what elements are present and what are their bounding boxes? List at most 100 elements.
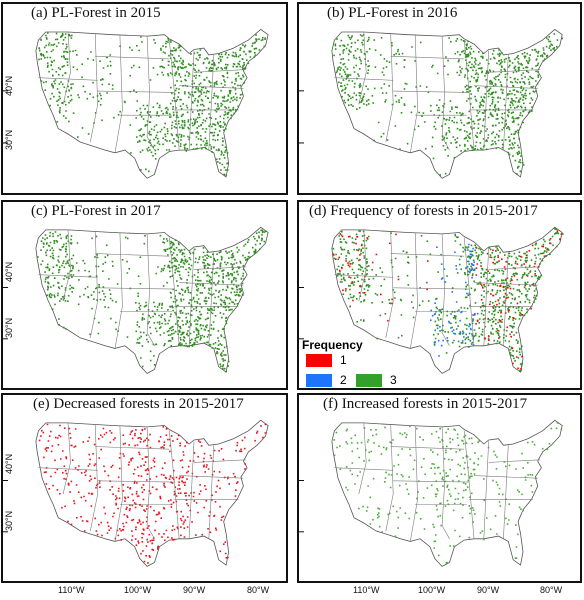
state-border bbox=[390, 446, 465, 450]
state-border bbox=[193, 459, 246, 463]
state-border bbox=[393, 480, 470, 483]
forest-cells bbox=[37, 229, 267, 373]
panel-e: (e) Decreased forests in 2015-2017 bbox=[1, 393, 288, 583]
panel-c: (c) PL-Forest in 2017 bbox=[1, 200, 288, 390]
state-border bbox=[90, 231, 99, 338]
us-outline bbox=[331, 419, 563, 567]
panel-title: (d) Frequency of forests in 2015-2017 bbox=[309, 203, 538, 219]
state-border bbox=[179, 475, 244, 479]
state-border bbox=[179, 282, 244, 286]
panel-title: (b) PL-Forest in 2016 bbox=[327, 5, 458, 21]
legend-title: Frequency bbox=[302, 338, 363, 352]
state-border bbox=[334, 274, 394, 278]
state-border bbox=[358, 229, 367, 302]
state-border bbox=[358, 422, 367, 495]
lon-label-90-f: 90°W bbox=[477, 585, 500, 595]
frequency-cells bbox=[332, 228, 564, 372]
lon-label-100-f: 100°W bbox=[418, 585, 446, 595]
panel-f: (f) Increased forests in 2015-2017 bbox=[297, 393, 582, 583]
map-e bbox=[3, 419, 269, 567]
state-border bbox=[334, 467, 394, 471]
map-a bbox=[3, 28, 269, 179]
state-border bbox=[393, 287, 470, 290]
state-border bbox=[473, 282, 538, 286]
state-border bbox=[97, 480, 175, 483]
forest-cells bbox=[38, 32, 266, 176]
state-border bbox=[188, 50, 195, 151]
panel-a: (a) PL-Forest in 2015 bbox=[1, 2, 288, 195]
panel-b: (b) PL-Forest in 2016 bbox=[297, 2, 582, 195]
panel-title: (e) Decreased forests in 2015-2017 bbox=[33, 396, 244, 412]
state-border bbox=[90, 33, 99, 143]
forest-pixels bbox=[37, 229, 267, 373]
state-border bbox=[193, 266, 246, 270]
state-border bbox=[179, 85, 244, 89]
lon-label-90-e: 90°W bbox=[183, 585, 206, 595]
lat-label-30-a: 30°N bbox=[4, 129, 14, 150]
map-c bbox=[3, 226, 269, 374]
state-border bbox=[463, 40, 475, 151]
lon-label-80-f: 80°W bbox=[540, 585, 563, 595]
state-border bbox=[358, 31, 367, 105]
legend-swatch-1 bbox=[306, 354, 332, 367]
state-border bbox=[390, 253, 465, 257]
forest-pixels bbox=[333, 33, 564, 176]
lon-label-110-e: 110°W bbox=[58, 585, 85, 595]
state-border bbox=[62, 229, 71, 302]
frequency-pixels bbox=[332, 228, 564, 372]
lon-label-80-e: 80°W bbox=[247, 585, 270, 595]
state-border bbox=[385, 424, 394, 531]
state-border bbox=[95, 55, 170, 60]
state-border bbox=[62, 31, 71, 105]
state-border bbox=[188, 248, 195, 346]
state-border bbox=[169, 430, 180, 539]
state-border bbox=[483, 248, 489, 346]
state-border bbox=[38, 77, 98, 81]
freq1-cells bbox=[332, 230, 563, 370]
state-border bbox=[114, 232, 123, 349]
panel-title: (c) PL-Forest in 2017 bbox=[31, 203, 161, 219]
us-outline bbox=[35, 28, 269, 179]
legend-swatch-2 bbox=[306, 374, 332, 387]
us-outline bbox=[35, 419, 269, 567]
state-border bbox=[410, 425, 418, 542]
state-border bbox=[473, 85, 538, 89]
lat-label-40-e: 40°N bbox=[4, 453, 14, 474]
state-border bbox=[393, 90, 470, 93]
state-border bbox=[169, 40, 180, 151]
state-border bbox=[95, 446, 170, 450]
state-border bbox=[410, 232, 418, 349]
state-border bbox=[193, 69, 246, 73]
state-border bbox=[488, 266, 541, 270]
state-border bbox=[97, 90, 175, 93]
state-border bbox=[38, 467, 98, 471]
map-f bbox=[299, 419, 563, 567]
us-outline bbox=[331, 28, 563, 179]
freq2-cells bbox=[430, 233, 476, 357]
state-border bbox=[95, 253, 170, 257]
forest-pixels bbox=[38, 32, 266, 176]
state-border bbox=[334, 77, 394, 81]
legend-label-2: 2 bbox=[340, 373, 347, 387]
us-outline bbox=[35, 226, 269, 374]
state-border bbox=[385, 231, 394, 338]
forest-cells bbox=[333, 33, 564, 176]
state-border bbox=[473, 475, 538, 479]
panel-title: (f) Increased forests in 2015-2017 bbox=[323, 396, 528, 412]
lat-label-30-c: 30°N bbox=[4, 317, 14, 338]
state-border bbox=[188, 441, 195, 539]
panel-d: (d) Frequency of forests in 2015-2017 bbox=[297, 200, 582, 390]
state-border bbox=[169, 237, 180, 346]
legend-label-1: 1 bbox=[340, 353, 347, 367]
state-border bbox=[90, 424, 99, 531]
map-d bbox=[299, 226, 564, 374]
state-border bbox=[410, 34, 418, 153]
legend-swatch-3 bbox=[356, 374, 382, 387]
lat-label-40-c: 40°N bbox=[4, 261, 14, 282]
lat-label-30-e: 30°N bbox=[4, 510, 14, 531]
state-border bbox=[488, 459, 541, 463]
state-border bbox=[385, 33, 394, 143]
state-border bbox=[62, 422, 71, 495]
state-border bbox=[114, 425, 123, 542]
state-border bbox=[114, 34, 123, 153]
